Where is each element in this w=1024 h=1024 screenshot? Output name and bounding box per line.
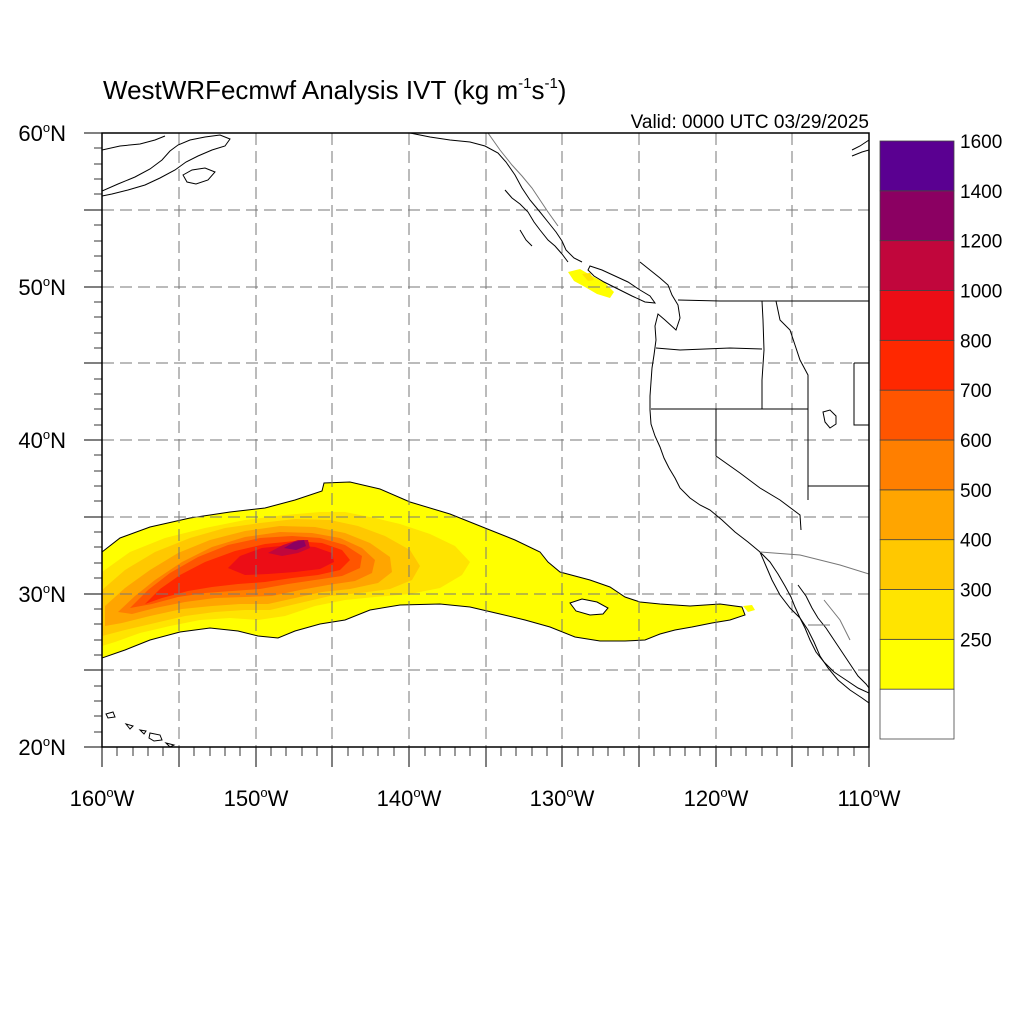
colorbar-box-9 [879,240,955,291]
coastline-bc [504,189,569,263]
colorbar-box-11 [879,140,955,192]
ivt-shading [102,269,755,659]
map-title: WestWRFecmwf Analysis IVT (kg m-1s-1) [103,75,566,105]
valid-time: Valid: 0000 UTC 03/29/2025 [631,112,869,133]
lon-label-150w: 150oW [224,785,289,811]
colorbar-box-10 [879,190,955,242]
coastline-vancouver-island [587,265,657,304]
colorbar-label-250: 250 [960,630,992,651]
colorbar-label-1200: 1200 [960,232,1002,253]
colorbar-box-2 [879,589,955,640]
coastline-alaska-peninsula [102,134,231,197]
coastline-pacific-nw [639,261,869,694]
ivt-plume-hole [569,598,609,616]
colorbar-label-800: 800 [960,331,992,352]
colorbar-label-1400: 1400 [960,182,1002,203]
lon-label-120w: 120oW [684,785,749,811]
colorbar-box-8 [879,290,955,341]
coastlines [102,133,869,747]
boundary-mexico-states [808,599,851,641]
coastline-ne-corner [851,139,869,157]
ivt-contour-1400 [284,540,306,550]
boundary-wa-or [655,347,763,351]
colorbar-box-5 [879,439,955,491]
lon-label-110w: 110oW [837,785,900,811]
lon-label-160w: 160oW [70,785,135,811]
lon-label-130w: 130oW [530,785,595,811]
colorbar-label-700: 700 [960,381,992,402]
political-boundaries [487,133,869,641]
colorbar-label-500: 500 [960,481,992,502]
colorbar-label-1000: 1000 [960,282,1002,303]
boundary-alaska-bc [487,133,559,227]
lat-label-30: 30oN [18,581,66,607]
boundary-id-west [761,300,765,409]
axis-ticks [84,132,870,767]
colorbar-box-4 [879,489,955,541]
colorbar-box-7 [879,339,955,391]
colorbar-box-6 [879,389,955,441]
lat-label-20: 20oN [18,734,66,760]
coastline-hawaii [105,711,176,747]
coastline-baja [759,551,869,704]
colorbar-box-0 [879,688,955,740]
ivt-patch-vancouver-island [568,269,614,298]
lon-label-140w: 140oW [377,785,442,811]
colorbar-label-300: 300 [960,581,992,602]
coastline-alaska-gulf [102,133,583,263]
map-panel: 60oN 50oN 40oN 30oN 20oN 160oW 150oW 140… [18,120,900,811]
boundary-us-mexico [759,551,869,575]
colorbar-box-1 [879,638,955,690]
lat-label-40: 40oN [18,427,66,453]
longitude-labels: 160oW 150oW 140oW 130oW 120oW 110oW [70,785,901,811]
colorbar-label-400: 400 [960,531,992,552]
boundary-us-canada [677,299,869,302]
lat-label-60: 60oN [18,120,66,146]
colorbar: 250 300 400 500 600 700 800 1000 1200 1400 1600 [879,132,1002,740]
ivt-patch-vancouver-island-inner [582,273,594,281]
ivt-contour-1000 [228,545,334,575]
latitude-labels: 60oN 50oN 40oN 30oN 20oN [18,120,66,760]
boundary-wy [853,362,869,426]
ivt-patch-baja-coast [743,605,755,612]
coastline-great-salt-lake [822,409,837,429]
boundary-id-east [775,300,809,409]
boundary-nv-ut [807,409,869,487]
grid-lines [102,133,869,747]
colorbar-box-3 [879,539,955,590]
colorbar-label-1600: 1600 [960,132,1002,153]
lat-label-50: 50oN [18,274,66,300]
coastline-kodiak [182,167,216,185]
colorbar-label-600: 600 [960,431,992,452]
boundary-ca-nv [715,409,802,531]
